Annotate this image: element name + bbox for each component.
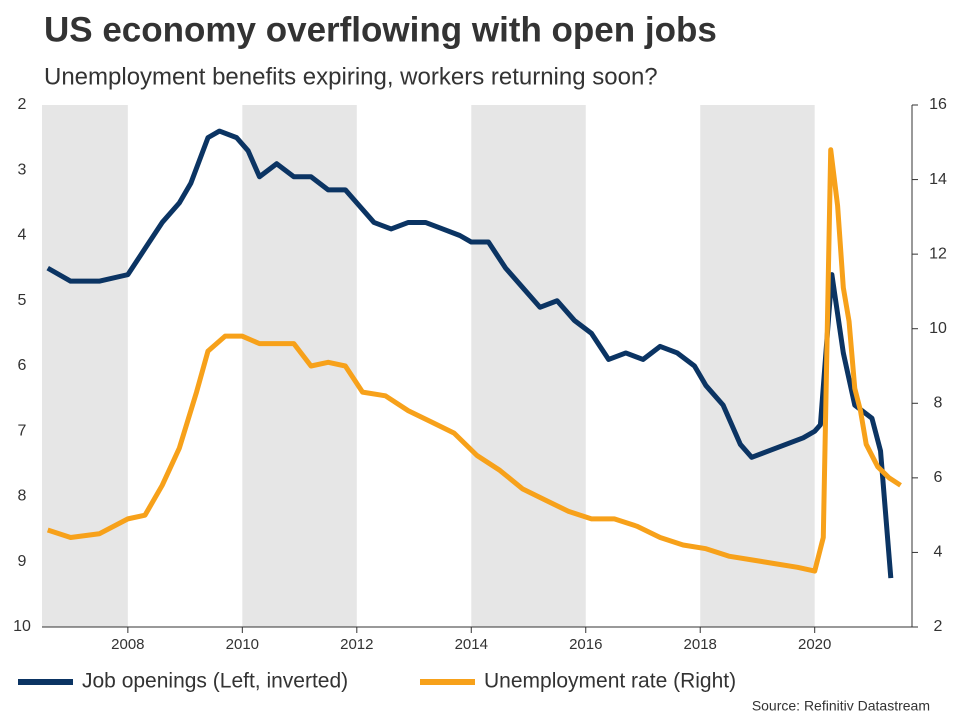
shade-band <box>700 105 815 627</box>
y-tick-label: 2 <box>18 96 27 113</box>
x-tick-label: 2016 <box>569 636 602 653</box>
y2-tick-label: 10 <box>929 320 947 337</box>
series-line <box>46 147 902 574</box>
series-line <box>46 128 894 579</box>
y2-tick-label: 4 <box>934 544 943 561</box>
y2-tick-label: 14 <box>929 171 947 188</box>
x-tick-label: 2010 <box>226 636 259 653</box>
y2-tick-label: 16 <box>929 96 947 113</box>
shade-band <box>42 105 128 627</box>
y2-tick-label: 8 <box>934 395 943 412</box>
y2-tick-label: 2 <box>934 618 943 635</box>
x-tick-label: 2008 <box>111 636 144 653</box>
y-tick-label: 3 <box>18 161 27 178</box>
source: Source: Refinitiv Datastream <box>752 698 930 714</box>
x-tick-label: 2020 <box>798 636 831 653</box>
y2-tick-label: 6 <box>934 469 943 486</box>
y-tick-label: 6 <box>18 357 27 374</box>
legend-label: Job openings (Left, inverted) <box>82 670 348 693</box>
x-tick-label: 2012 <box>340 636 373 653</box>
y-tick-label: 5 <box>18 292 27 309</box>
y-tick-label: 7 <box>18 422 27 439</box>
y-tick-label: 8 <box>18 488 27 505</box>
x-tick-label: 2014 <box>455 636 488 653</box>
chart-subtitle: Unemployment benefits expiring, workers … <box>44 63 658 90</box>
y2-tick-label: 12 <box>929 245 947 262</box>
shade-band <box>471 105 586 627</box>
x-tick-label: 2018 <box>684 636 717 653</box>
y-tick-label: 4 <box>18 227 27 244</box>
y-tick-label: 10 <box>13 618 31 635</box>
chart-title: US economy overflowing with open jobs <box>44 10 717 49</box>
legend-label: Unemployment rate (Right) <box>484 670 736 693</box>
y-tick-label: 9 <box>18 553 27 570</box>
